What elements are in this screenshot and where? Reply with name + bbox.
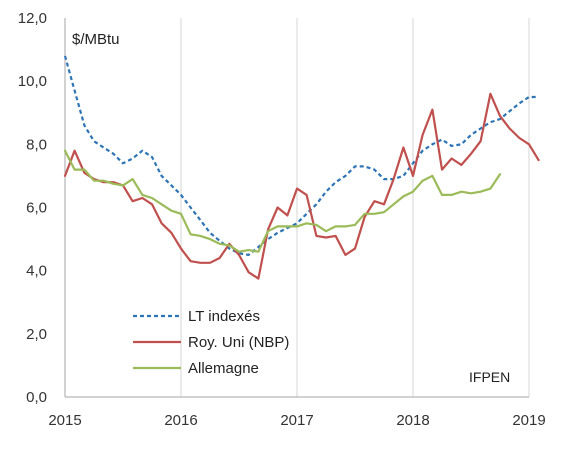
legend-label: LT indexés	[188, 308, 260, 325]
y-tick-label: 6,0	[26, 200, 47, 217]
y-tick-labels: 0,0 2,0 4,0 6,0 8,0 10,0 12,0	[18, 10, 47, 406]
x-tick-label: 2017	[280, 412, 313, 429]
series-lines	[63, 55, 540, 280]
x-tick-labels: 2015 2016 2017 2018 2019	[48, 412, 545, 429]
legend: LT indexés Roy. Uni (NBP) Allemagne	[133, 308, 289, 377]
y-tick-label: 2,0	[26, 326, 47, 343]
legend-label: Allemagne	[188, 360, 259, 377]
y-tick-label: 0,0	[26, 389, 47, 406]
axes	[64, 18, 529, 398]
y-axis-unit-label: $/MBtu	[72, 31, 120, 48]
y-tick-label: 8,0	[26, 136, 47, 153]
x-tick-label: 2018	[396, 412, 429, 429]
vertical-gridlines	[180, 18, 530, 397]
y-tick-label: 12,0	[18, 10, 47, 27]
y-tick-label: 4,0	[26, 263, 47, 280]
x-tick-label: 2016	[164, 412, 197, 429]
series-line-2	[63, 149, 502, 253]
y-tick-label: 10,0	[18, 73, 47, 90]
source-credit: IFPEN	[469, 369, 510, 385]
x-tick-label: 2019	[512, 412, 545, 429]
x-tick-label: 2015	[48, 412, 81, 429]
series-line-1	[63, 92, 540, 280]
series-line-0	[63, 55, 539, 256]
legend-label: Roy. Uni (NBP)	[188, 334, 289, 351]
